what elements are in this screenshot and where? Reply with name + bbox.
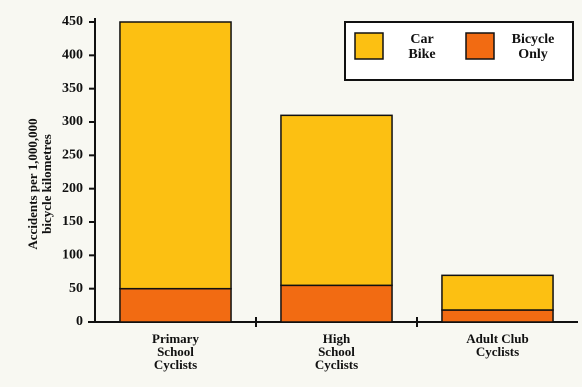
y-tick-label: 350 — [62, 81, 83, 96]
x-tick-label: Adult Club Cyclists — [466, 331, 529, 359]
bar-segment — [119, 287, 232, 323]
legend-swatch — [465, 32, 495, 60]
legend-label: Bicycle Only — [511, 32, 555, 62]
legend-swatch — [354, 32, 384, 60]
y-tick-label: 250 — [62, 148, 83, 163]
bar-segment — [280, 114, 393, 287]
y-tick-label: 100 — [62, 248, 83, 263]
bar-segment — [280, 284, 393, 323]
bar-segment — [441, 274, 554, 311]
y-tick-label: 300 — [62, 114, 83, 129]
y-tick-label: 50 — [69, 281, 83, 296]
bar-segment — [119, 21, 232, 290]
y-tick-label: 150 — [62, 214, 83, 229]
y-tick-label: 450 — [62, 14, 83, 29]
y-tick-label: 0 — [76, 314, 83, 329]
legend-label: Car Bike — [408, 32, 436, 62]
y-tick-label: 400 — [62, 48, 83, 63]
x-tick-label: High School Cyclists — [314, 331, 359, 372]
x-tick-label: Primary School Cyclists — [152, 331, 199, 372]
bar-segment — [441, 309, 554, 323]
y-tick-label: 200 — [62, 181, 83, 196]
y-axis-title: Accidents per 1,000,000 bicycle kilometr… — [25, 118, 54, 250]
